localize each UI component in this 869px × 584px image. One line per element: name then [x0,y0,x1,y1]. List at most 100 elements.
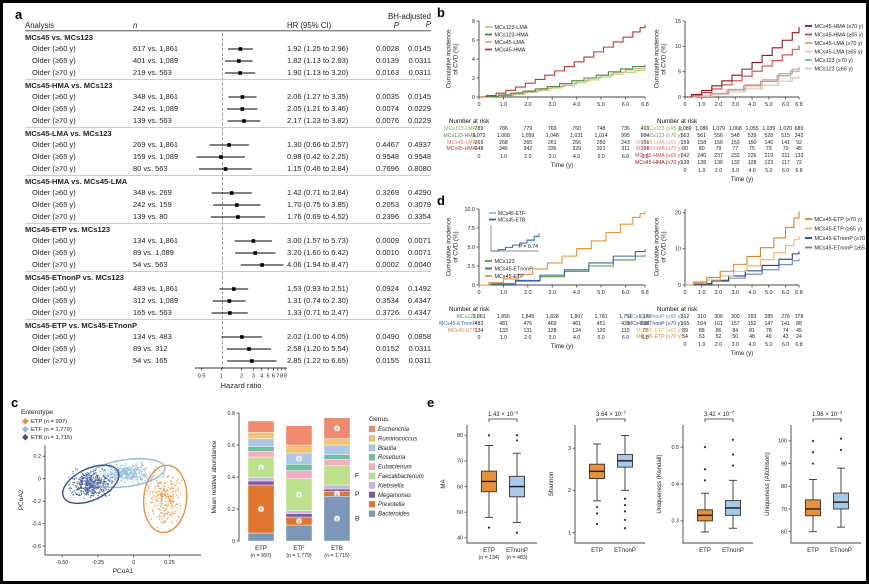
row-bh: 0.8080 [408,164,431,173]
outlier [487,434,491,437]
forest-ci-cell [195,355,287,367]
svg-text:1.0: 1.0 [500,290,508,296]
svg-text:0: 0 [684,102,687,108]
segment-Escherichia [247,420,275,433]
row-bh: 0.4937 [408,140,431,149]
ci-chart-d-left: 0 2.5 5.0 7.5 10.0 0 1.0 2.0 3.0 4.0 5.0 6.0 6.8 Cumu… [446,207,649,296]
x-category: ETnonP [506,548,528,554]
hr-point [240,95,245,99]
bar-category-n: (n = 1,715) [324,553,350,559]
forest-plot-table: Analysis n HR (95% CI) P BH-adjusted P MCs45 v… [25,9,431,390]
legend-label: Klebsiella [378,483,404,489]
segment-Eubacterium [247,451,275,458]
risk-count: 250 [596,139,606,146]
risk-time-axis: 0 1.0 2.0 3.0 4.0 5.0 6.0 6.8 [683,167,803,174]
row-hr-text: 1.90 (1.13 to 3.20) [287,68,349,77]
row-n: 242 vs. 1,089 [133,104,179,113]
svg-text:-0.4: -0.4 [32,521,41,527]
risk-row-label: MCs45-HMA (≥70 y) [635,159,682,166]
risk-count: 1,020 [779,126,793,132]
forest-ci [211,311,248,315]
segment-Roseburia [285,464,313,471]
row-label: Older (≥65 y) [32,200,76,209]
svg-text:4.0: 4.0 [748,290,756,296]
svg-text:50: 50 [457,510,463,516]
risk-count: 1,751 [618,314,632,320]
svg-text:70: 70 [781,507,787,513]
row-label: Older (≥70 y) [32,68,76,77]
panel-b-cumulative-incidence: b 0 2 4 6 8 0 1.0 2.0 3.0 4.0 5.0 6.0 6.8 Cumulative … [437,5,866,193]
row-hr-text: 4.06 (1.94 to 8.47) [287,260,349,269]
row-hr-text: 2.85 (1.22 to 6.65) [287,356,349,365]
legend-swatch [368,463,376,470]
risk-count: 72 [642,327,648,334]
risk-row: MCs123 (≥70 y) 563 561 556 548 539 528 515 342 [645,133,866,140]
risk-count: 150 [747,139,757,146]
risk-count: 276 [781,314,790,320]
legend-swatch [368,491,376,498]
panel-d-charts: 0 2.5 5.0 7.5 10.0 0 1.0 2.0 3.0 4.0 5.0 6.0 6.8 Cumu… [439,203,869,359]
risk-count: 92 [796,139,802,146]
forest-ci [234,239,273,243]
row-bh: 0.0229 [408,104,431,113]
row-hr-text: 2.17 (1.23 to 3.82) [287,116,349,125]
risk-count: 483 [474,320,484,327]
risk-count: 243 [621,139,630,146]
panel-c-enterotype: c -0.50 -0.25 0 0.25 0.2 0 -0.2 -0.4 -0.6 PCoA1 PC… [11,395,437,581]
risk-count: 1,014 [594,132,608,139]
trend-arrow: ↓ [336,492,339,498]
legend-swatch [22,418,29,425]
segment-Blautia [323,444,351,455]
row-hr-text: 1.33 (0.71 to 2.47) [287,308,349,317]
risk-count: 1,845 [521,314,535,320]
col-bh-p: BH-adjusted P [388,11,431,30]
row-hr-text: 3.20 (1.60 to 6.42) [287,248,349,257]
row-label: Older (≥60 y) [32,236,76,245]
panel-label-e: e [427,395,435,410]
ci-block-b-left: 0 2 4 6 8 0 1.0 2.0 3.0 4.0 5.0 6.0 6.8 Cumulative in… [443,15,653,185]
panel-label-b: b [437,5,445,20]
panel-b-charts: 0 2 4 6 8 0 1.0 2.0 3.0 4.0 5.0 6.0 6.8 Cumulative in… [443,15,866,185]
segment-Klebsiella [285,510,313,514]
x-category: ETP [699,548,711,554]
forest-ci-cell [195,295,287,307]
row-bh: 0.3079 [408,200,431,209]
svg-text:2: 2 [568,488,571,494]
legend-label: MCs45-ETP [495,274,525,280]
segment-Blautia [247,438,275,447]
risk-count: 158 [697,139,707,146]
risk-row-label: MCs45-ETnonP [439,320,476,327]
forest-ci-cell [195,331,287,343]
y-axis-label: Shannon [548,471,555,496]
risk-row-label: MCs123-HMA [443,132,476,139]
segment-Megamonas [285,513,313,518]
risk-count: 321 [596,146,606,153]
svg-text:0.6: 0.6 [228,443,236,449]
forest-ci-cell [195,211,287,223]
svg-text:0.4: 0.4 [228,475,236,481]
row-p: 0.0155 [376,356,399,365]
significance-bracket [704,418,734,422]
svg-text:-0.6: -0.6 [32,544,41,550]
x-category-n: (n = 134) [479,555,500,561]
svg-text:1.0: 1.0 [500,102,508,108]
risk-count: 336 [547,146,557,153]
svg-text:8: 8 [280,374,283,380]
risk-count: 311 [621,146,630,153]
row-bh: 0.0229 [408,116,431,125]
risk-row-label: MCs45-ETP (≥70 y) [636,334,682,341]
segment-Eubacterium [323,459,351,467]
row-p: 0.0924 [376,284,399,293]
row-p: 0.0002 [376,260,399,269]
forest-ci [212,299,246,303]
risk-count: 72 [796,159,802,166]
outlier [515,531,519,534]
outlier [703,446,707,449]
legend-swatch [368,472,376,480]
outlier [839,437,843,440]
segment-Faecalibacterium [323,465,351,486]
legend-label: MCs45-ETnonP (≥70 y) [815,236,869,242]
y-axis-label: Cumulative incidence [446,217,453,276]
time-axis-label: Time (y) [550,161,574,169]
p-value: 1.96 × 10−4 [812,410,843,418]
